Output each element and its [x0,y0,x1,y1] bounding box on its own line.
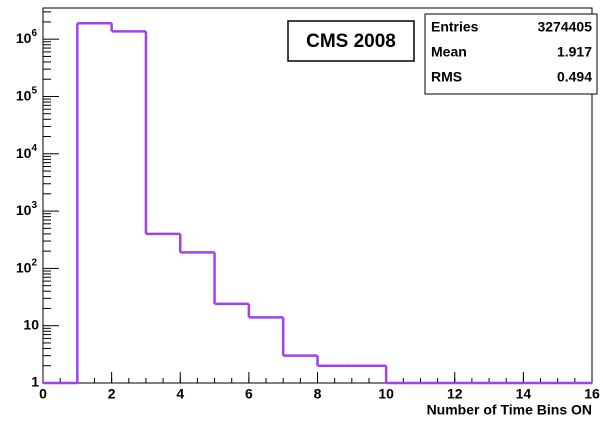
annotation-box [287,20,415,62]
annotation: CMS 2008 [306,31,396,52]
x-tick-label: 0 [39,386,47,402]
x-tick-label: 10 [378,386,394,402]
y-tick-label: 10 [23,316,39,332]
stats-box [424,13,598,95]
y-tick-exponent: 3 [31,200,37,211]
y-tick-base: 10 [16,144,32,160]
x-tick-label: 4 [176,386,184,402]
y-tick-exponent: 4 [31,142,37,153]
y-tick-exponent: 6 [31,28,37,39]
y-tick-base: 10 [16,259,32,275]
y-tick-base: 10 [16,30,32,46]
stats-value: 1.917 [557,44,592,60]
y-tick-exponent: 5 [31,85,37,96]
y-tick-label: 102 [16,257,38,275]
x-tick-label: 16 [584,386,600,402]
x-tick-label: 2 [108,386,116,402]
stats-name: RMS [431,69,462,85]
x-tick-label: 12 [447,386,463,402]
stats-name: Entries [431,19,479,35]
y-tick-label: 104 [16,142,38,160]
y-tick-label: 106 [16,28,38,46]
x-tick-label: 6 [245,386,253,402]
x-tick-label: 14 [516,386,532,402]
stats-value: 0.494 [557,69,592,85]
y-tick-label: 103 [16,200,38,218]
y-tick-base: 10 [16,202,32,218]
stats-value: 3274405 [537,19,592,35]
y-tick-base: 10 [16,87,32,103]
x-axis-label: Number of Time Bins ON [427,402,592,418]
y-tick-label: 105 [16,85,38,103]
stats-name: Mean [431,44,467,60]
x-tick-label: 8 [314,386,322,402]
y-tick-label: 1 [31,374,39,390]
y-tick-exponent: 2 [31,257,37,268]
